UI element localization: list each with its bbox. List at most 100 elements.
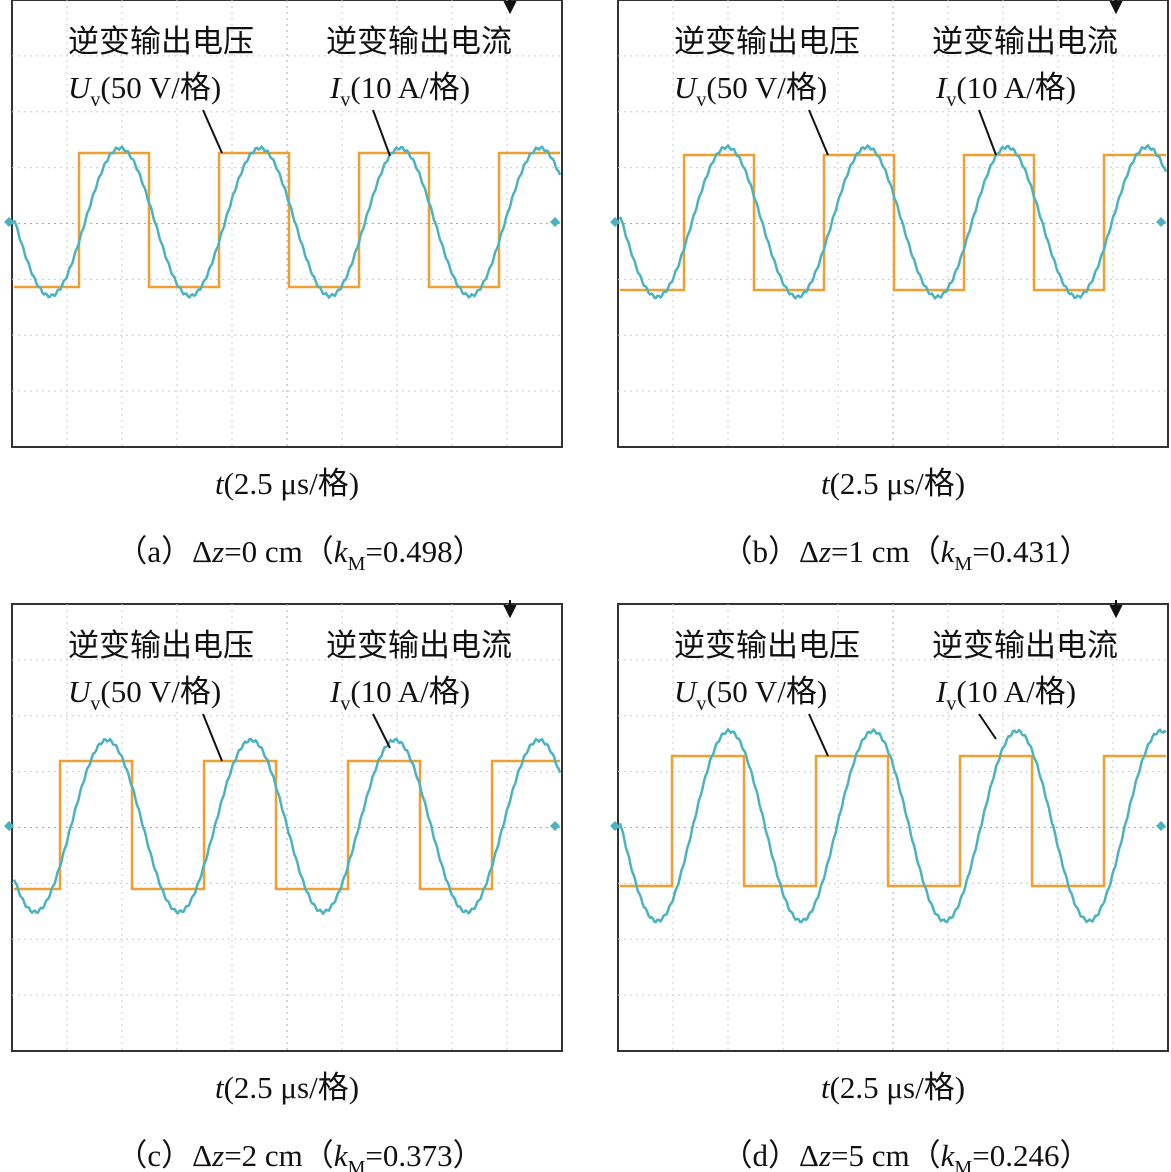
level-marker [4, 821, 14, 831]
symbol: I [935, 674, 948, 709]
var: z [818, 1138, 831, 1172]
symbol: t [821, 466, 831, 501]
scale: (10 A/格) [350, 674, 470, 709]
voltage-title: 逆变输出电压 [68, 24, 254, 59]
k-sub: M [954, 553, 972, 575]
current-waveform [12, 144, 562, 300]
voltage-scale-label: Uv(50 V/格) [68, 674, 221, 715]
scale: (10 A/格) [956, 674, 1076, 709]
subscript: v [90, 693, 100, 715]
level-marker [550, 821, 560, 831]
voltage-scale-label: Uv(50 V/格) [674, 70, 827, 111]
current-waveform [618, 143, 1168, 301]
x-axis-label: t(2.5 μs/格) [821, 1070, 965, 1105]
label: （c） [116, 1138, 192, 1172]
eq: =1 cm（ [831, 534, 941, 569]
level-marker [4, 217, 14, 227]
leader-line [202, 713, 223, 762]
x-axis-label: t(2.5 μs/格) [821, 466, 965, 501]
x-axis-label: t(2.5 μs/格) [215, 466, 359, 501]
voltage-waveform [14, 759, 560, 891]
symbol: U [68, 674, 93, 709]
k-val: =0.246） [972, 1138, 1090, 1172]
scale: (50 V/格) [706, 674, 827, 709]
var: z [818, 534, 831, 569]
level-marker [610, 217, 620, 227]
k-val: =0.431） [972, 534, 1090, 569]
scale: (2.5 μs/格) [224, 466, 359, 501]
eq: =5 cm（ [831, 1138, 941, 1172]
delta: Δ [799, 534, 819, 569]
caption: （c）Δz=2 cm（kM=0.373） [116, 1138, 483, 1172]
caption: （b）Δz=1 cm（kM=0.431） [722, 534, 1091, 575]
current-scale-label: Iv(10 A/格) [329, 674, 470, 715]
voltage-scale-label: Uv(50 V/格) [68, 70, 221, 111]
leader-line [202, 109, 223, 154]
k-val: =0.498） [365, 534, 483, 569]
subscript: v [696, 693, 706, 715]
delta: Δ [192, 534, 212, 569]
trigger-marker [503, 600, 517, 619]
symbol: I [329, 674, 342, 709]
current-waveform [12, 737, 562, 916]
var: z [211, 534, 224, 569]
current-scale-label: Iv(10 A/格) [935, 70, 1076, 111]
eq: =0 cm（ [224, 534, 334, 569]
subscript: v [340, 693, 350, 715]
current-title: 逆变输出电流 [326, 24, 512, 59]
subscript: v [946, 89, 956, 111]
leader-line [372, 713, 391, 749]
delta: Δ [799, 1138, 819, 1172]
leader-line [978, 713, 997, 740]
k: k [334, 1138, 349, 1172]
level-marker [1156, 217, 1166, 227]
subscript: v [696, 89, 706, 111]
level-marker [550, 217, 560, 227]
scale: (50 V/格) [100, 70, 221, 105]
level-marker [610, 821, 620, 831]
x-axis-label: t(2.5 μs/格) [215, 1070, 359, 1105]
subscript: v [90, 89, 100, 111]
label: （b） [722, 534, 800, 569]
symbol: U [674, 674, 699, 709]
current-title: 逆变输出电流 [932, 628, 1118, 663]
symbol: t [215, 466, 225, 501]
leader-line [978, 109, 997, 156]
symbol: U [674, 70, 699, 105]
scale: (2.5 μs/格) [830, 1070, 965, 1105]
symbol: I [935, 70, 948, 105]
eq: =2 cm（ [224, 1138, 334, 1172]
symbol: U [68, 70, 93, 105]
caption: （d）Δz=5 cm（kM=0.246） [722, 1138, 1091, 1172]
scale: (2.5 μs/格) [224, 1070, 359, 1105]
symbol: I [329, 70, 342, 105]
trigger-marker [1109, 600, 1123, 619]
voltage-title: 逆变输出电压 [674, 24, 860, 59]
trigger-marker [503, 0, 517, 15]
trigger-marker [1109, 0, 1123, 15]
k: k [941, 1138, 956, 1172]
scale: (50 V/格) [100, 674, 221, 709]
k: k [334, 534, 349, 569]
subscript: v [340, 89, 350, 111]
current-title: 逆变输出电流 [932, 24, 1118, 59]
scale: (50 V/格) [706, 70, 827, 105]
current-scale-label: Iv(10 A/格) [329, 70, 470, 111]
voltage-title: 逆变输出电压 [674, 628, 860, 663]
voltage-waveform [620, 153, 1166, 292]
scale: (2.5 μs/格) [830, 466, 965, 501]
level-marker [1156, 821, 1166, 831]
k: k [941, 534, 956, 569]
leader-line [808, 713, 829, 757]
var: z [211, 1138, 224, 1172]
label: （d） [722, 1138, 800, 1172]
k-sub: M [348, 553, 366, 575]
subscript: v [946, 693, 956, 715]
leader-line [372, 109, 391, 157]
scale: (10 A/格) [350, 70, 470, 105]
